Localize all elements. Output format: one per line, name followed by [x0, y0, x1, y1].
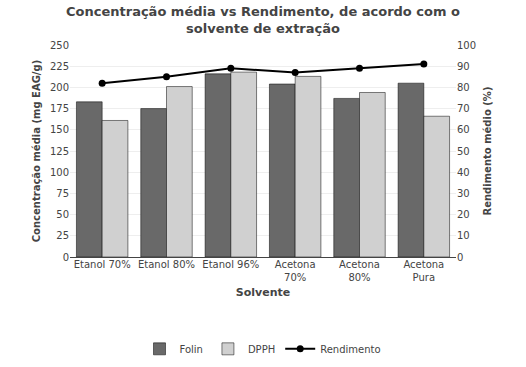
svg-text:0: 0 [63, 252, 69, 263]
svg-text:175: 175 [50, 103, 69, 114]
svg-text:25: 25 [56, 230, 69, 241]
svg-text:Rendimento médio (%): Rendimento médio (%) [482, 87, 493, 216]
svg-text:0: 0 [457, 252, 463, 263]
svg-text:Concentração média vs Rendimen: Concentração média vs Rendimento, de aco… [66, 4, 460, 36]
svg-text:100: 100 [457, 40, 476, 51]
svg-text:Acetona80%: Acetona80% [339, 259, 380, 283]
svg-text:225: 225 [50, 61, 69, 72]
svg-text:40: 40 [457, 167, 470, 178]
svg-text:Etanol 96%: Etanol 96% [202, 259, 259, 270]
svg-text:Solvente: Solvente [236, 286, 290, 299]
svg-text:Etanol 80%: Etanol 80% [138, 259, 195, 270]
svg-text:Rendimento: Rendimento [320, 344, 380, 355]
svg-text:20: 20 [457, 209, 470, 220]
svg-text:75: 75 [56, 188, 69, 199]
svg-text:DPPH: DPPH [248, 344, 275, 355]
svg-text:80: 80 [457, 82, 470, 93]
svg-text:60: 60 [457, 124, 470, 135]
svg-text:90: 90 [457, 61, 470, 72]
svg-text:Concentração média (mg EAG/g): Concentração média (mg EAG/g) [31, 60, 42, 242]
svg-text:125: 125 [50, 146, 69, 157]
svg-text:50: 50 [56, 209, 69, 220]
svg-text:70: 70 [457, 103, 470, 114]
svg-text:250: 250 [50, 40, 69, 51]
svg-text:AcetonaPura: AcetonaPura [403, 259, 444, 283]
svg-text:150: 150 [50, 124, 69, 135]
svg-text:Acetona70%: Acetona70% [275, 259, 316, 283]
svg-text:100: 100 [50, 167, 69, 178]
svg-text:50: 50 [457, 146, 470, 157]
svg-text:Etanol 70%: Etanol 70% [74, 259, 131, 270]
svg-text:30: 30 [457, 188, 470, 199]
svg-text:Folin: Folin [180, 344, 203, 355]
svg-text:200: 200 [50, 82, 69, 93]
svg-text:10: 10 [457, 230, 470, 241]
